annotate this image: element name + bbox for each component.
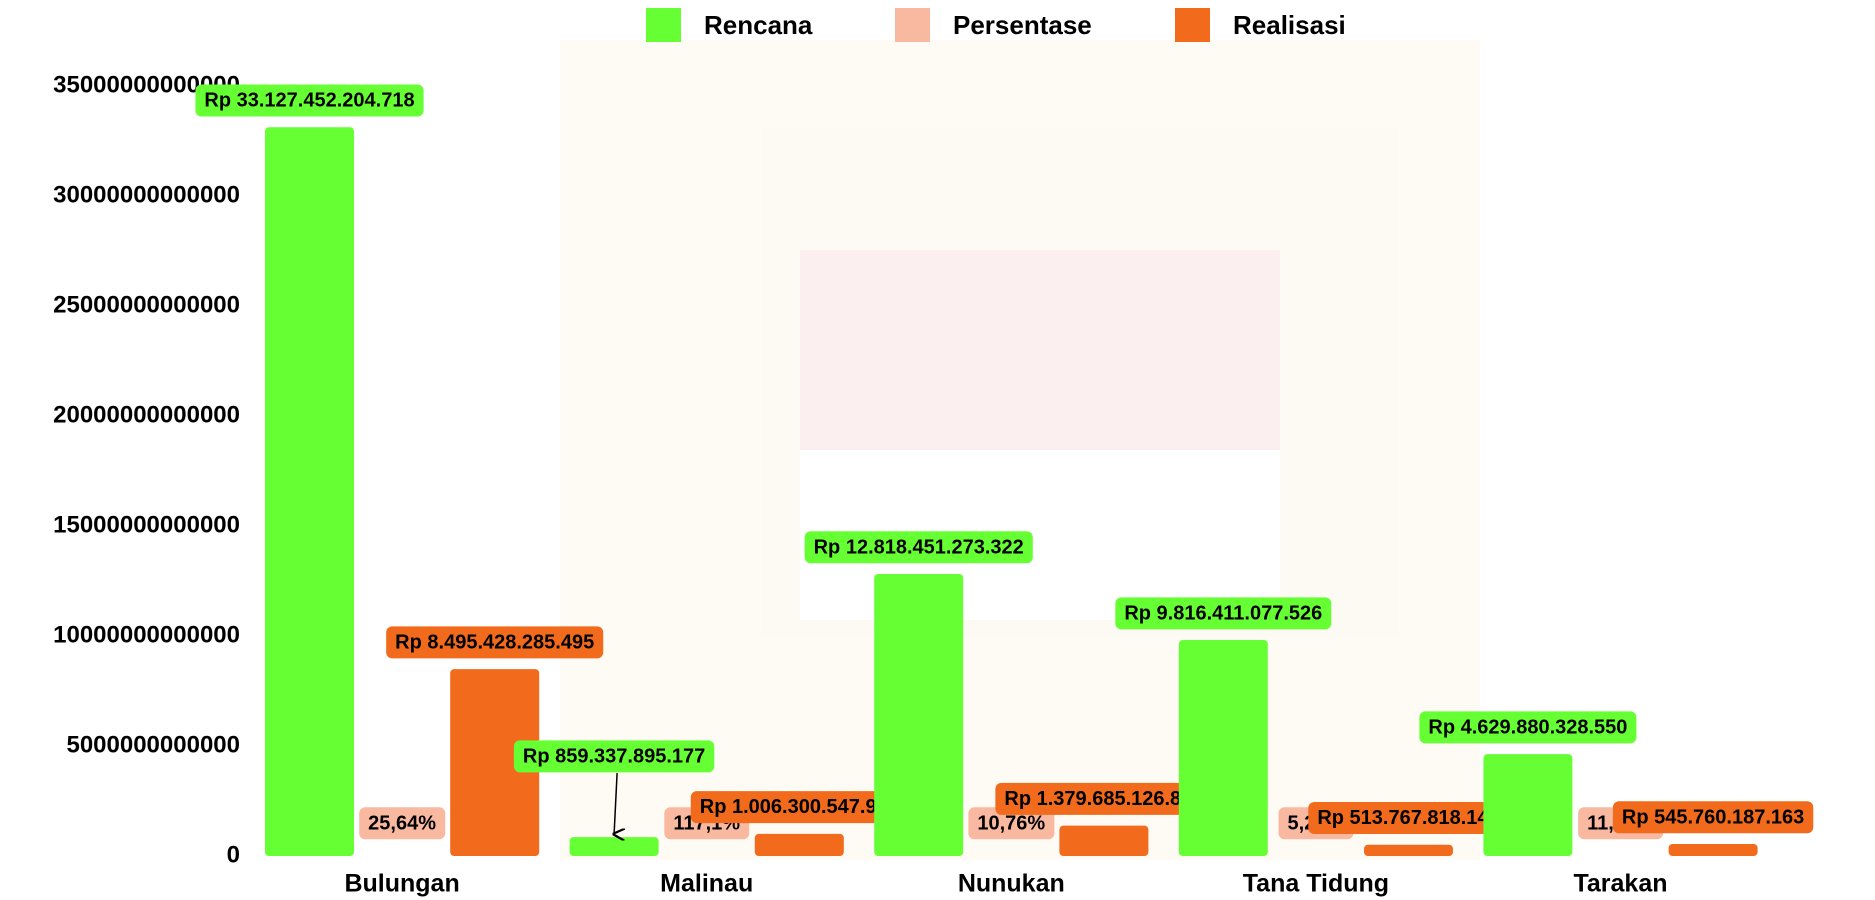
x-tick-label: Bulungan: [344, 870, 459, 898]
data-label-box: [195, 84, 424, 117]
data-label: Rp 4.629.880.328.550: [1419, 711, 1637, 744]
bar: [1178, 640, 1268, 856]
watermark: [560, 40, 1480, 860]
bar: [1483, 754, 1573, 856]
data-label-text: Rp 859.337.895.177: [523, 745, 705, 767]
data-label-text: Rp 9.816.411.077.526: [1124, 602, 1322, 624]
bar: [450, 669, 540, 856]
y-tick-label: 25000000000000: [53, 291, 240, 318]
data-label: Rp 1.379.685.126.803: [995, 782, 1213, 815]
bar: [754, 833, 844, 856]
data-label-text: Rp 33.127.452.204.718: [204, 89, 414, 111]
data-label: Rp 859.337.895.177: [513, 740, 715, 773]
data-label-box: [968, 807, 1055, 840]
x-tick-label: Tarakan: [1573, 870, 1667, 898]
data-label-box: [804, 531, 1033, 564]
bar: [1364, 844, 1453, 856]
data-label-box: [1419, 711, 1637, 744]
data-label-text: Rp 1.006.300.547.929: [700, 796, 899, 818]
legend-label: Realisasi: [1233, 10, 1346, 40]
bar: [874, 573, 964, 856]
data-label-text: Rp 8.495.428.285.495: [395, 631, 594, 653]
data-label-box: [359, 807, 446, 840]
data-label: 25,64%: [359, 807, 446, 840]
legend-swatch: [895, 8, 930, 42]
data-label-box: [513, 740, 715, 773]
legend-swatch: [646, 8, 681, 42]
data-label: Rp 33.127.452.204.718: [195, 84, 424, 117]
data-label: Rp 545.760.187.163: [1612, 801, 1814, 834]
legend-swatch: [1175, 8, 1210, 42]
y-tick-label: 20000000000000: [53, 401, 240, 428]
data-label-box: [1308, 801, 1509, 834]
data-label: Rp 8.495.428.285.495: [386, 626, 604, 659]
legend-label: Persentase: [953, 10, 1092, 40]
data-label-text: Rp 1.379.685.126.803: [1004, 788, 1203, 810]
y-tick-label: 10000000000000: [53, 621, 240, 648]
data-label-text: Rp 12.818.451.273.322: [814, 536, 1024, 558]
x-tick-label: Malinau: [660, 870, 753, 898]
data-label-text: 10,76%: [977, 812, 1045, 834]
x-tick-label: Nunukan: [958, 870, 1065, 898]
data-label-text: 25,64%: [368, 812, 436, 834]
y-tick-label: 5000000000000: [66, 731, 240, 758]
data-label: 10,76%: [968, 807, 1055, 840]
y-tick-label: 0: [227, 841, 240, 868]
data-label-box: [995, 782, 1213, 815]
data-label-box: [690, 791, 908, 824]
y-tick-label: 30000000000000: [53, 181, 240, 208]
data-label-box: [1612, 801, 1814, 834]
bar: [569, 837, 659, 856]
data-label: Rp 12.818.451.273.322: [804, 531, 1033, 564]
data-label-text: Rp 545.760.187.163: [1622, 806, 1804, 828]
bar: [1668, 843, 1758, 856]
x-tick-label: Tana Tidung: [1243, 870, 1389, 898]
leader-line: [614, 773, 617, 834]
bar: [1059, 825, 1149, 856]
data-label-text: Rp 513.767.818.141: [1317, 807, 1499, 829]
data-label-text: Rp 4.629.880.328.550: [1428, 716, 1627, 738]
data-label: Rp 9.816.411.077.526: [1115, 597, 1332, 630]
data-label: Rp 513.767.818.141: [1308, 801, 1509, 834]
bar: [265, 127, 354, 857]
y-tick-label: 15000000000000: [53, 511, 240, 538]
legend-label: Rencana: [704, 10, 813, 40]
data-label: Rp 1.006.300.547.929: [690, 791, 908, 824]
data-label-box: [1115, 597, 1332, 630]
data-label-box: [386, 626, 604, 659]
